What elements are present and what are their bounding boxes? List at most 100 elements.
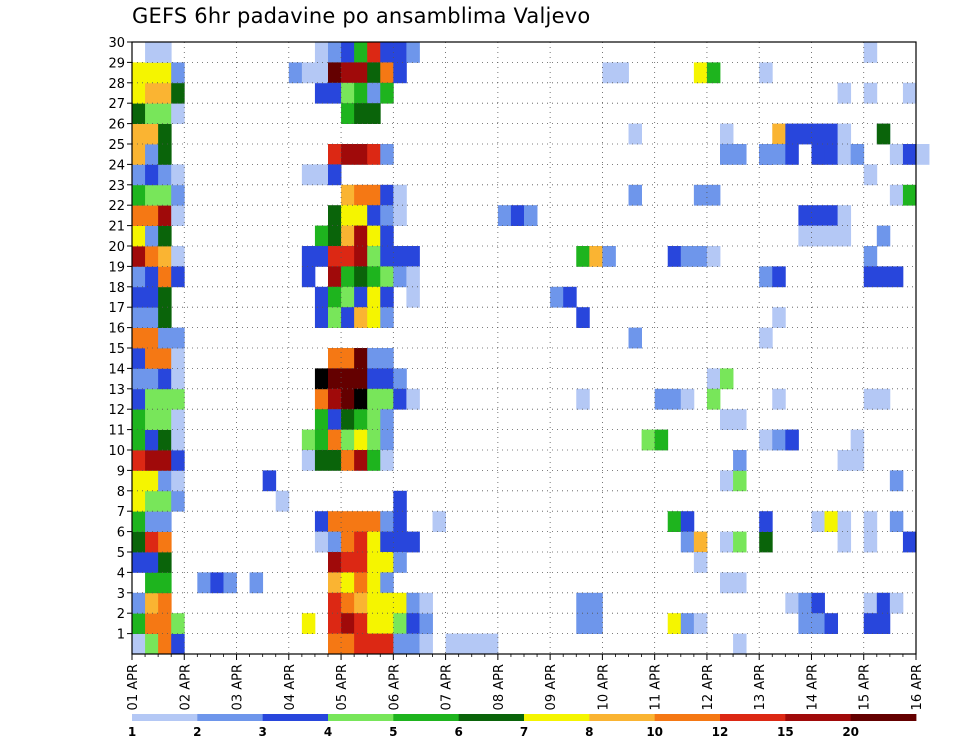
heatmap-cell — [432, 511, 446, 532]
heatmap-cell — [145, 246, 159, 267]
heatmap-cell — [354, 450, 368, 471]
heatmap-cell — [889, 511, 904, 532]
heatmap-cell — [145, 286, 159, 308]
heatmap-cell — [706, 246, 721, 267]
heatmap-cell — [393, 490, 407, 512]
heatmap-cell — [654, 388, 669, 410]
heatmap-cell — [328, 531, 342, 553]
y-tick-label: 15 — [108, 342, 125, 357]
heatmap-cell — [158, 144, 172, 165]
heatmap-cell — [354, 103, 368, 124]
heatmap-cell — [367, 205, 381, 226]
colorbar-label: 7 — [520, 725, 528, 739]
heatmap-cell — [158, 327, 172, 349]
heatmap-cell — [171, 613, 185, 634]
colorbar-label: 4 — [324, 725, 332, 739]
heatmap-cell — [406, 42, 420, 63]
colorbar-swatch — [785, 714, 852, 721]
heatmap-cell — [158, 246, 172, 267]
heatmap-cell — [772, 307, 786, 328]
heatmap-cell — [354, 286, 368, 308]
heatmap-cell — [314, 225, 329, 247]
heatmap-cell — [863, 613, 878, 634]
heatmap-cell — [171, 164, 185, 186]
heatmap-cell — [328, 633, 342, 655]
heatmap-cell — [367, 429, 381, 451]
heatmap-cell — [863, 42, 878, 63]
heatmap-cell — [798, 123, 812, 145]
heatmap-cell — [354, 613, 368, 634]
y-tick-label: 21 — [108, 220, 125, 235]
heatmap-cell — [693, 531, 708, 553]
heatmap-cell — [132, 348, 146, 369]
heatmap-cell — [824, 511, 838, 532]
heatmap-cell — [393, 633, 407, 655]
heatmap-cell — [171, 490, 185, 512]
heatmap-cell — [158, 286, 172, 308]
heatmap-cell — [367, 144, 381, 165]
heatmap-cell — [720, 144, 734, 165]
heatmap-cell — [132, 490, 146, 512]
heatmap-cell — [798, 613, 812, 634]
heatmap-cell — [367, 266, 381, 288]
y-tick-label: 19 — [108, 260, 125, 275]
heatmap-cell — [354, 368, 368, 390]
heatmap-cell — [889, 592, 904, 614]
heatmap-cell — [510, 205, 525, 226]
heatmap-cell — [328, 205, 342, 226]
heatmap-cell — [158, 592, 172, 614]
heatmap-cell — [314, 388, 329, 410]
heatmap-cell — [393, 368, 407, 390]
heatmap-cell — [628, 184, 642, 206]
heatmap-cell — [380, 246, 394, 267]
heatmap-cell — [314, 42, 329, 63]
y-tick-label: 13 — [108, 383, 125, 398]
heatmap-cell — [210, 572, 224, 594]
heatmap-cell — [706, 368, 721, 390]
heatmap-cell — [863, 388, 878, 410]
x-tick-label: 05 APR — [335, 664, 350, 710]
heatmap-cell — [458, 633, 473, 655]
heatmap-cell — [301, 164, 316, 186]
heatmap-cell — [341, 144, 355, 165]
heatmap-cell — [158, 552, 172, 573]
heatmap-cell — [380, 42, 394, 63]
heatmap-cell — [354, 246, 368, 267]
heatmap-cell — [380, 307, 394, 328]
heatmap-cell — [693, 184, 708, 206]
heatmap-cell — [158, 225, 172, 247]
heatmap-cell — [889, 266, 904, 288]
heatmap-cell — [759, 144, 773, 165]
heatmap-cell — [145, 633, 159, 655]
colorbar-label: 5 — [389, 725, 397, 739]
heatmap-cell — [628, 123, 642, 145]
heatmap-cell — [615, 62, 629, 84]
heatmap-cell — [902, 531, 917, 553]
heatmap-cell — [132, 511, 146, 532]
heatmap-cell — [380, 450, 394, 471]
heatmap-cell — [341, 82, 355, 104]
heatmap-cell — [158, 450, 172, 471]
heatmap-cell — [850, 450, 865, 471]
heatmap-cell — [419, 592, 433, 614]
heatmap-cell — [314, 62, 329, 84]
heatmap-cell — [132, 184, 146, 206]
heatmap-cell — [341, 184, 355, 206]
heatmap-cell — [354, 388, 368, 410]
x-tick-label: 09 APR — [544, 664, 559, 710]
y-tick-label: 11 — [108, 424, 125, 439]
heatmap-cell — [145, 82, 159, 104]
heatmap-cell — [328, 552, 342, 573]
heatmap-cell — [354, 511, 368, 532]
heatmap-cell — [824, 144, 838, 165]
heatmap-cell — [471, 633, 486, 655]
heatmap-cell — [367, 42, 381, 63]
heatmap-cell — [393, 613, 407, 634]
heatmap-cell — [811, 225, 825, 247]
heatmap-cell — [876, 123, 891, 145]
heatmap-cell — [589, 246, 603, 267]
heatmap-cell — [341, 511, 355, 532]
heatmap-cells — [132, 42, 930, 655]
colorbar-swatch — [524, 714, 590, 721]
